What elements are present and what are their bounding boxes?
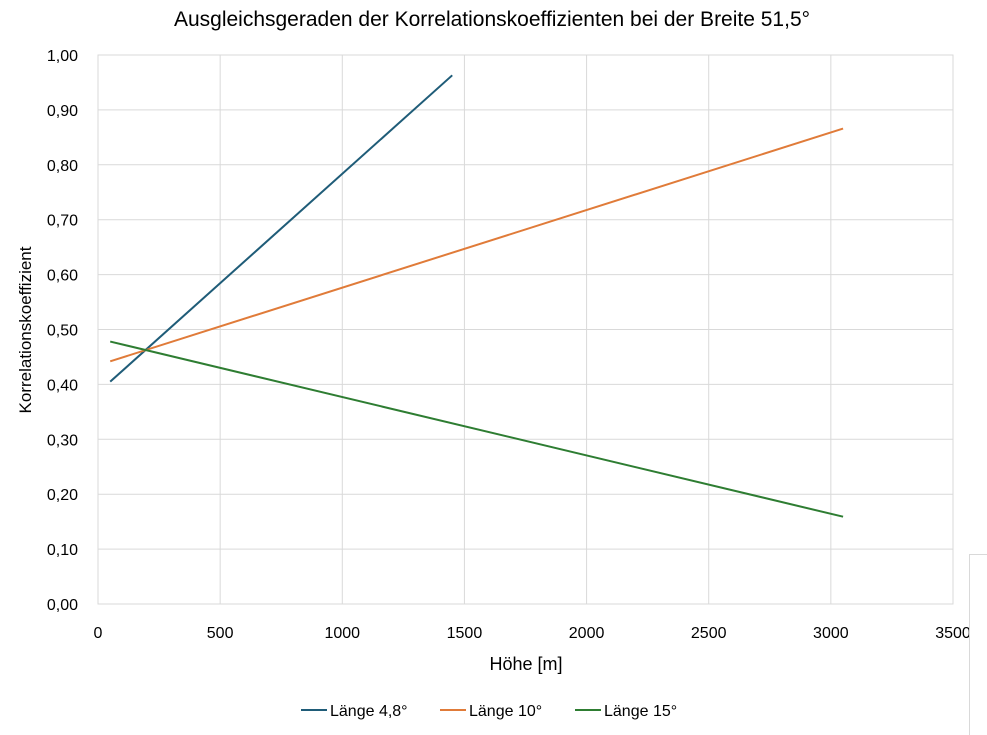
y-tick-label: 0,90: [47, 103, 78, 120]
legend-item-1: Länge 4,8°: [301, 703, 408, 720]
x-tick-label: 3000: [813, 625, 849, 642]
series-line-3: [109, 340, 844, 518]
legend-label: Länge 10°: [469, 703, 542, 720]
y-tick-label: 0,70: [47, 213, 78, 230]
x-axis: 0 500 1000 1500 2000 2500 3000 3500: [94, 625, 971, 642]
y-tick-label: 0,10: [47, 542, 78, 559]
y-tick-label: 0,50: [47, 323, 78, 340]
series-line-2: [109, 127, 844, 363]
y-tick-label: 0,20: [47, 487, 78, 504]
side-panel-edge: [969, 554, 987, 735]
x-tick-label: 2500: [691, 625, 727, 642]
y-tick-label: 1,00: [47, 48, 78, 65]
legend-item-3: Länge 15°: [575, 703, 677, 720]
x-axis-label: Höhe [m]: [489, 654, 562, 674]
y-axis-label: Korrelationskoeffizient: [16, 246, 35, 413]
x-tick-label: 0: [94, 625, 103, 642]
y-tick-label: 0,80: [47, 158, 78, 175]
legend-label: Länge 15°: [604, 703, 677, 720]
y-tick-label: 0,40: [47, 377, 78, 394]
y-tick-label: 0,30: [47, 432, 78, 449]
y-axis: 0,00 0,10 0,20 0,30 0,40 0,50 0,60 0,70 0,80 0,90…: [47, 48, 78, 614]
legend: Länge 4,8° Länge 10° Länge 15°: [301, 703, 677, 720]
legend-item-2: Länge 10°: [440, 703, 542, 720]
series-line-1: [109, 74, 453, 383]
y-tick-label: 0,00: [47, 597, 78, 614]
grid: [97, 54, 954, 605]
legend-label: Länge 4,8°: [330, 703, 408, 720]
x-tick-label: 1500: [447, 625, 483, 642]
y-tick-label: 0,60: [47, 268, 78, 285]
chart-title: Ausgleichsgeraden der Korrelationskoeffi…: [174, 8, 810, 31]
x-tick-label: 1000: [324, 625, 360, 642]
x-tick-label: 3500: [935, 625, 971, 642]
x-tick-label: 2000: [569, 625, 605, 642]
series-lines: [109, 74, 844, 518]
plot-area: [97, 54, 954, 605]
x-tick-label: 500: [207, 625, 234, 642]
